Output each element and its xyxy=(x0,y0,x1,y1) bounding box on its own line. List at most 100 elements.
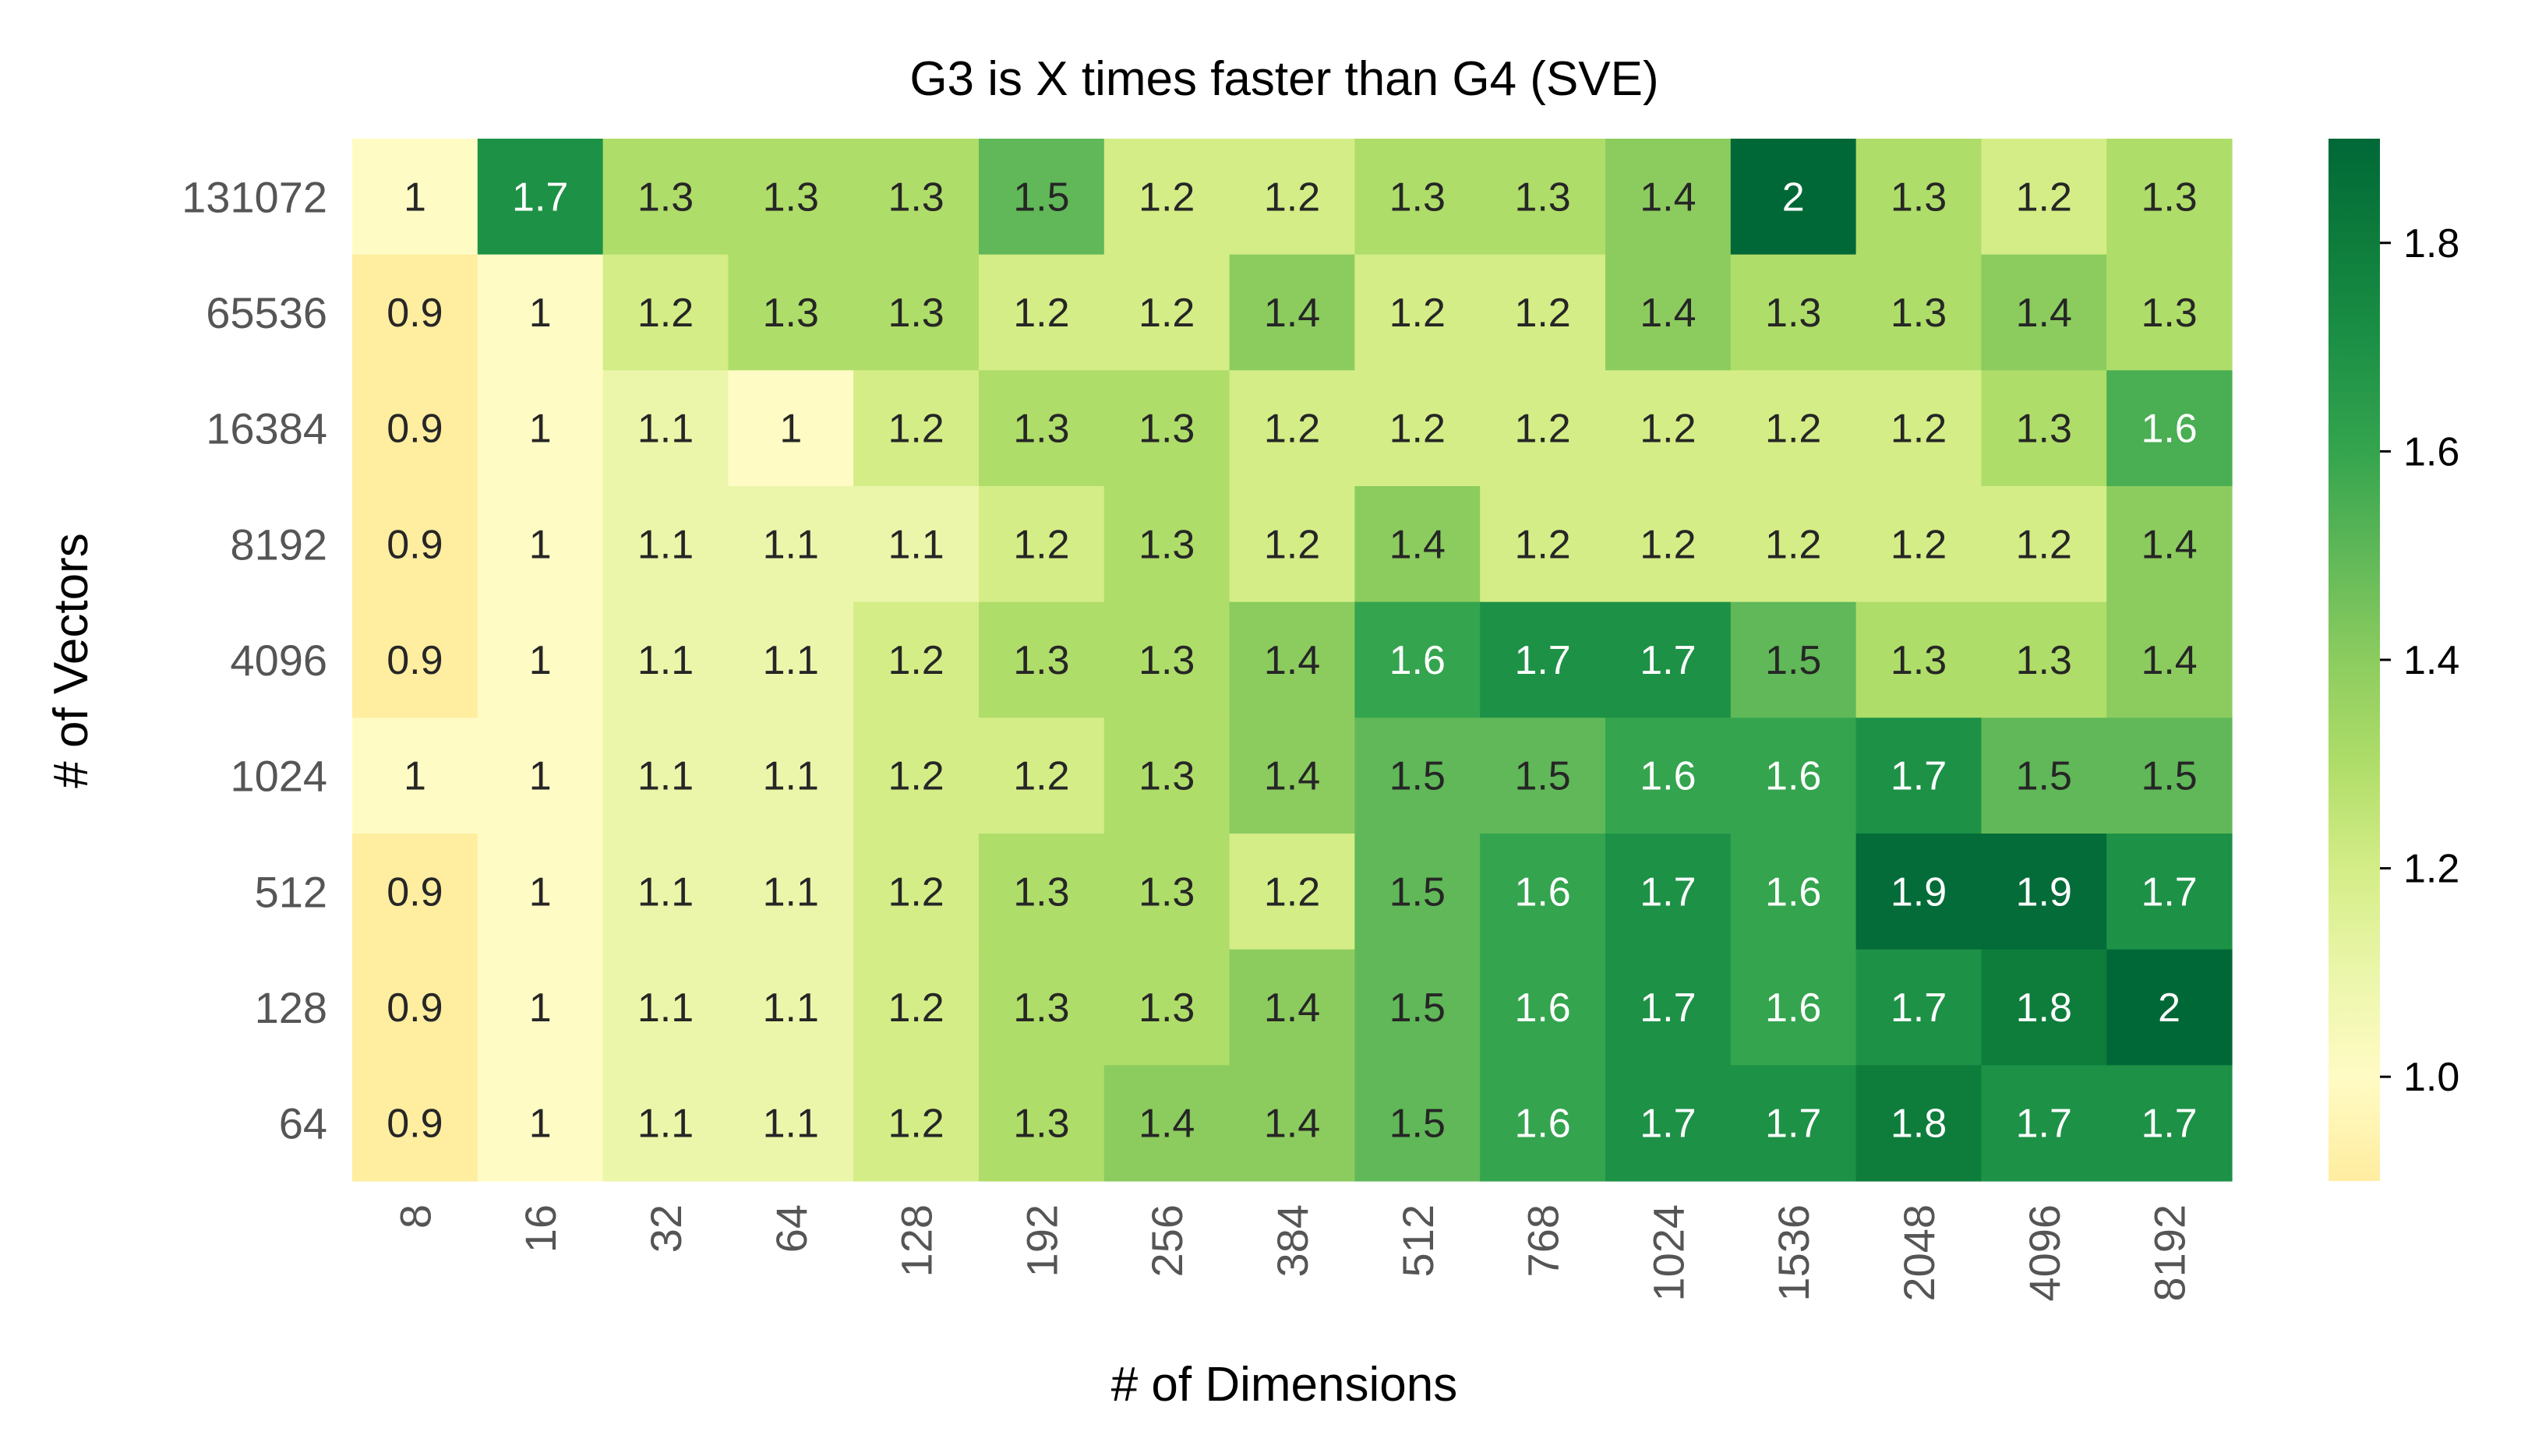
heatmap-cell-131072-512 xyxy=(1354,139,1481,256)
colorbar: 1.0 1.2 1.4 1.6 1.8 xyxy=(2329,139,2459,1181)
heatmap-cell-4096-8 xyxy=(352,601,478,718)
heatmap-cell-8192-512 xyxy=(1354,486,1481,603)
cell-value-label: 0.9 xyxy=(387,869,443,915)
cell-value-label: 1.3 xyxy=(1139,754,1195,799)
cell-value-label: 1.1 xyxy=(637,869,694,915)
heatmap-cell-512-4096 xyxy=(1981,834,2107,950)
cell-value-label: 1.3 xyxy=(1013,985,1069,1031)
heatmap-cell-131072-16 xyxy=(477,139,604,256)
heatmap-cell-131072-32 xyxy=(602,139,729,256)
heatmap-cell-1024-64 xyxy=(728,717,854,834)
heatmap-cell-4096-1024 xyxy=(1605,601,1732,718)
cell-value-label: 1.5 xyxy=(1389,1102,1446,1147)
cell-value-label: 1.9 xyxy=(2016,869,2072,915)
cell-value-label: 1.3 xyxy=(1139,522,1195,567)
heatmap-cell-4096-1536 xyxy=(1730,601,1857,718)
cell-value-label: 1.1 xyxy=(637,1102,694,1147)
y-tick-label: 64 xyxy=(279,1099,327,1148)
cell-value-label: 1.1 xyxy=(637,638,694,683)
cell-value-label: 0.9 xyxy=(387,985,443,1031)
cell-value-label: 1.2 xyxy=(888,1102,944,1147)
heatmap-cell-1024-2048 xyxy=(1855,717,1982,834)
cell-value-label: 1.2 xyxy=(1389,291,1446,336)
heatmap-cell-128-16 xyxy=(477,949,604,1066)
cell-value-label: 1.5 xyxy=(1765,638,1821,683)
heatmap-cell-4096-64 xyxy=(728,601,854,718)
cell-value-label: 1.4 xyxy=(1264,985,1320,1031)
y-tick-label: 8192 xyxy=(230,520,327,569)
heatmap-cell-128-512 xyxy=(1354,949,1481,1066)
heatmap-cell-65536-8 xyxy=(352,254,478,371)
colorbar-tick-label: 1.8 xyxy=(2403,221,2459,266)
cell-value-label: 1.7 xyxy=(1891,754,1947,799)
heatmap-cell-4096-4096 xyxy=(1981,601,2107,718)
x-tick-label: 16 xyxy=(516,1204,565,1253)
heatmap-cell-4096-512 xyxy=(1354,601,1481,718)
cell-value-label: 1.7 xyxy=(1640,638,1696,683)
cell-value-label: 1.3 xyxy=(2016,638,2072,683)
cell-value-label: 1.7 xyxy=(1640,985,1696,1031)
heatmap-cell-512-256 xyxy=(1103,834,1230,950)
cell-value-label: 1 xyxy=(404,754,426,799)
cell-value-label: 1.2 xyxy=(1264,522,1320,567)
cell-value-label: 1.2 xyxy=(1264,407,1320,452)
heatmap-cell-512-2048 xyxy=(1855,834,1982,950)
cell-value-label: 1 xyxy=(529,985,552,1031)
heatmap-cell-8192-16 xyxy=(477,486,604,603)
heatmap-cell-8192-8192 xyxy=(2106,486,2233,603)
cell-value-label: 1.2 xyxy=(2016,175,2072,220)
heatmap-cell-128-1536 xyxy=(1730,949,1857,1066)
cell-value-label: 1.1 xyxy=(637,754,694,799)
cell-value-label: 1.2 xyxy=(637,291,694,336)
cell-value-label: 1.1 xyxy=(763,522,819,567)
y-tick-label: 512 xyxy=(255,867,327,916)
heatmap-cell-131072-2048 xyxy=(1855,139,1982,256)
cell-value-label: 1.6 xyxy=(1765,869,1821,915)
cell-value-label: 1.2 xyxy=(1264,175,1320,220)
heatmap-cell-65536-256 xyxy=(1103,254,1230,371)
cell-value-label: 1.3 xyxy=(1891,638,1947,683)
cell-value-label: 1.3 xyxy=(1765,291,1821,336)
heatmap-cell-1024-8192 xyxy=(2106,717,2233,834)
y-tick-label: 131072 xyxy=(182,172,327,221)
cell-value-label: 1.2 xyxy=(1891,522,1947,567)
heatmap-cell-512-384 xyxy=(1229,834,1355,950)
cell-value-label: 1.3 xyxy=(637,175,694,220)
cell-value-label: 1.2 xyxy=(1514,291,1570,336)
cell-value-label: 1 xyxy=(529,869,552,915)
cell-value-label: 1.2 xyxy=(1013,291,1069,336)
cell-value-label: 1.2 xyxy=(888,638,944,683)
heatmap-cell-64-192 xyxy=(979,1065,1105,1182)
heatmap-cell-64-1536 xyxy=(1730,1065,1857,1182)
cell-value-label: 1.1 xyxy=(637,985,694,1031)
heatmap-cell-1024-768 xyxy=(1480,717,1606,834)
cell-value-label: 1.3 xyxy=(1013,869,1069,915)
heatmap-cell-128-4096 xyxy=(1981,949,2107,1066)
heatmap-cell-64-16 xyxy=(477,1065,604,1182)
heatmap-cell-128-192 xyxy=(979,949,1105,1066)
heatmap-cell-16384-64 xyxy=(728,370,854,487)
x-tick-label: 8192 xyxy=(2145,1204,2194,1302)
heatmap-cell-65536-1536 xyxy=(1730,254,1857,371)
heatmap-cell-8192-8 xyxy=(352,486,478,603)
heatmap-cell-65536-1024 xyxy=(1605,254,1732,371)
cell-value-label: 1.4 xyxy=(2141,522,2197,567)
heatmap-cell-128-8 xyxy=(352,949,478,1066)
cell-value-label: 1.3 xyxy=(1013,1102,1069,1147)
heatmap-cell-8192-2048 xyxy=(1855,486,1982,603)
cell-value-label: 1.5 xyxy=(1389,985,1446,1031)
heatmap-cell-64-128 xyxy=(853,1065,980,1182)
heatmap-cell-8192-256 xyxy=(1103,486,1230,603)
x-tick-label: 192 xyxy=(1017,1204,1066,1277)
x-tick-label: 128 xyxy=(892,1204,941,1277)
cell-value-label: 1.6 xyxy=(1389,638,1446,683)
heatmap-cell-131072-1536 xyxy=(1730,139,1857,256)
heatmap-cell-64-8192 xyxy=(2106,1065,2233,1182)
heatmap-cell-131072-128 xyxy=(853,139,980,256)
x-tick-label: 32 xyxy=(641,1204,690,1253)
cell-value-label: 1 xyxy=(529,754,552,799)
heatmap-cell-128-64 xyxy=(728,949,854,1066)
cell-value-label: 1.8 xyxy=(2016,985,2072,1031)
heatmap-cell-64-64 xyxy=(728,1065,854,1182)
heatmap-cell-512-16 xyxy=(477,834,604,950)
